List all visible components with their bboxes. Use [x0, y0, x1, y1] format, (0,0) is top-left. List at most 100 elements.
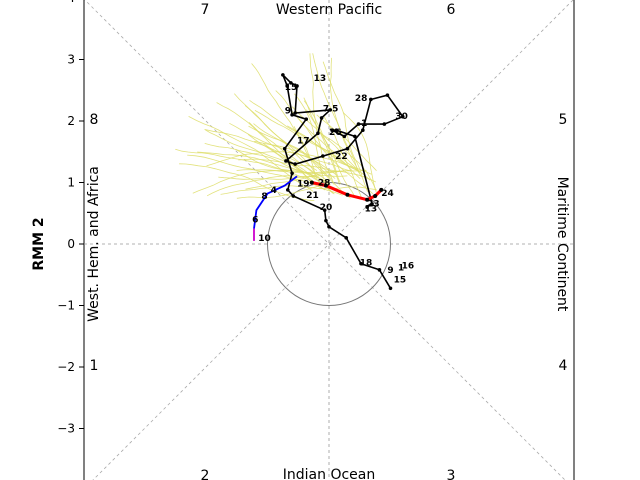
ensemble-member-track [298, 118, 374, 195]
observed-point [377, 268, 382, 272]
observed-point [282, 146, 287, 151]
observed-point [281, 73, 285, 77]
observed-day-label: 13 [314, 74, 327, 84]
observed-point [330, 128, 334, 133]
y-tick-label: 3 [67, 53, 75, 67]
observed-point [328, 108, 333, 112]
forecast-day-label: 13 [365, 204, 378, 214]
observed-point [324, 218, 328, 223]
observed-day-label: 17 [297, 137, 310, 147]
ensemble-member-track [254, 110, 361, 179]
segment-day-label: 6 [252, 215, 258, 225]
ensemble-member-track [253, 123, 336, 179]
y-tick-label: 1 [67, 176, 75, 190]
ensemble-layer [175, 53, 377, 201]
observed-day-label: 15 [394, 276, 407, 286]
ensemble-member-track [249, 99, 361, 173]
observed-day-label: 7 [323, 105, 329, 115]
ensemble-member-track [329, 57, 360, 172]
forecast-point [365, 197, 370, 202]
colored-segment-line [253, 175, 298, 229]
observed-point [401, 114, 405, 119]
phase-number-label: 5 [559, 112, 568, 128]
ensemble-member-track [216, 102, 312, 184]
ensemble-member-track [218, 176, 314, 180]
observed-point [361, 128, 365, 133]
segment-day-label: 8 [261, 192, 267, 202]
observed-point [345, 146, 350, 151]
ensemble-member-track [248, 122, 334, 191]
observed-point [334, 128, 339, 133]
forecast-point [323, 183, 328, 188]
observed-point [356, 122, 361, 126]
forecast-point [345, 192, 350, 197]
observed-point [382, 122, 387, 126]
observed-point [285, 84, 289, 88]
observed-point [344, 236, 349, 240]
ensemble-member-track [306, 109, 340, 186]
observed-point [353, 134, 357, 139]
observed-day-label: 30 [395, 112, 408, 122]
ensemble-member-track [233, 93, 316, 175]
region-label-right: Maritime Continent [554, 177, 570, 312]
observed-point [293, 162, 297, 166]
observed-point [293, 111, 297, 115]
segment-day-label: 10 [258, 234, 271, 244]
y-tick-label: 2 [67, 114, 75, 128]
region-label-top: Western Pacific [276, 2, 382, 18]
observed-point [316, 131, 320, 136]
observed-point [289, 81, 293, 85]
phase-number-label: 2 [201, 468, 210, 480]
observed-day-label: 18 [360, 258, 373, 268]
observed-point [385, 93, 390, 97]
observed-day-label: 5 [332, 105, 338, 115]
y-tick-label: −1 [57, 299, 75, 313]
phase-number-label: 4 [559, 358, 568, 374]
y-tick-label: 4 [67, 0, 75, 5]
observed-day-label: 19 [297, 180, 310, 190]
ensemble-member-track [316, 114, 377, 171]
forecast-point [309, 180, 314, 185]
forecast-day-label: 23 [367, 199, 380, 209]
observed-point [295, 84, 299, 88]
y-tick-label: 0 [67, 237, 75, 251]
observed-point [319, 116, 324, 120]
observed-day-label: 20 [320, 203, 333, 213]
observed-point [291, 194, 296, 198]
ensemble-member-track [318, 131, 377, 191]
observed-point [370, 202, 374, 206]
grid-layer: −3−2−10123476851423 [57, 0, 575, 480]
phase-number-label: 1 [90, 358, 99, 374]
diagonal-line-1 [84, 0, 566, 480]
observed-point [342, 134, 347, 139]
observed-day-label: 9 [387, 266, 393, 276]
ensemble-member-track [254, 140, 372, 175]
ensemble-member-track [251, 63, 318, 180]
observed-point [321, 154, 325, 158]
ensemble-member-track [303, 97, 355, 197]
observed-point [327, 224, 331, 229]
observed-day-label: 15 [285, 83, 298, 93]
observed-day-label: 22 [335, 152, 348, 162]
forecast-day-label: 28 [318, 179, 331, 189]
observed-day-label: 21 [306, 191, 319, 201]
ensemble-member-track [220, 185, 377, 195]
observed-day-label: 28 [355, 94, 368, 104]
observed-point [304, 117, 309, 121]
y-tick-label: −2 [57, 360, 75, 374]
observed-point [284, 159, 288, 163]
phase-number-label: 8 [90, 112, 99, 128]
phase-number-label: 6 [447, 2, 456, 18]
phase-number-label: 7 [201, 2, 210, 18]
forecast-point [373, 194, 378, 199]
ensemble-member-track [312, 53, 359, 173]
observed-day-label: 9 [285, 107, 291, 117]
forecast-day-label: 24 [381, 189, 394, 199]
observed-point [290, 171, 294, 176]
ensemble-member-track [309, 53, 335, 185]
observed-point [365, 205, 369, 209]
ensemble-member-track [206, 175, 348, 197]
observed-day-label: 1 [361, 119, 367, 129]
